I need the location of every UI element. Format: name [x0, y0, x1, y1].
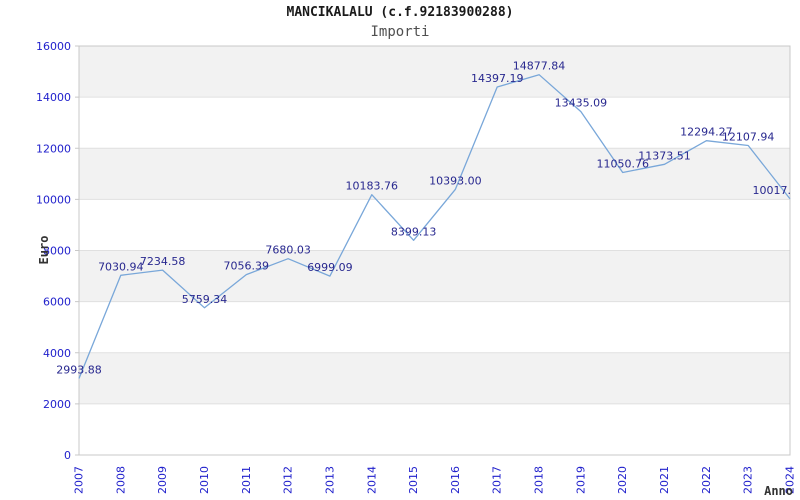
y-tick-label: 10000 — [36, 193, 71, 206]
point-label: 2993.88 — [56, 363, 102, 376]
point-label: 10393.00 — [429, 174, 482, 187]
x-tick-label: 2009 — [156, 466, 169, 494]
x-tick-label: 2011 — [240, 466, 253, 494]
y-tick-label: 4000 — [43, 347, 71, 360]
plot-band — [79, 46, 790, 98]
plot-band — [79, 250, 790, 302]
point-label: 5759.34 — [182, 293, 228, 306]
point-label: 12107.94 — [722, 130, 775, 143]
x-tick-label: 2015 — [407, 466, 420, 494]
point-label: 6999.09 — [307, 261, 353, 274]
y-tick-label: 14000 — [36, 91, 71, 104]
y-tick-label: 0 — [64, 449, 71, 462]
x-axis-title: Anno — [764, 484, 793, 498]
point-label: 10017. — [753, 184, 792, 197]
x-tick-label: 2018 — [533, 466, 546, 494]
x-tick-label: 2007 — [73, 466, 86, 494]
point-label: 12294.27 — [680, 126, 733, 139]
x-tick-label: 2010 — [198, 466, 211, 494]
x-tick-label: 2020 — [616, 466, 629, 494]
y-tick-label: 6000 — [43, 296, 71, 309]
point-label: 7056.39 — [224, 260, 270, 273]
x-tick-label: 2014 — [365, 466, 378, 494]
plot-border — [78, 45, 791, 456]
y-axis-title: Euro — [37, 236, 51, 265]
x-tick-label: 2012 — [282, 466, 295, 494]
point-label: 10183.76 — [346, 180, 399, 193]
y-tick-label: 12000 — [36, 142, 71, 155]
x-tick-label: 2022 — [700, 466, 713, 494]
point-label: 13435.09 — [555, 97, 608, 110]
y-tick-label: 16000 — [36, 40, 71, 53]
point-label: 14397.19 — [471, 72, 524, 85]
x-tick-label: 2019 — [574, 466, 587, 494]
point-label: 7234.58 — [140, 255, 186, 268]
x-tick-label: 2008 — [114, 466, 127, 494]
plot-band — [79, 352, 790, 404]
x-tick-label: 2023 — [742, 466, 755, 494]
x-tick-label: 2021 — [658, 466, 671, 494]
point-label: 11050.76 — [596, 158, 649, 171]
point-label: 14877.84 — [513, 60, 566, 73]
point-label: 7680.03 — [265, 244, 311, 257]
y-tick-label: 2000 — [43, 398, 71, 411]
chart-title: MANCIKALALU (c.f.92183900288) — [286, 5, 514, 20]
point-label: 11373.51 — [638, 149, 691, 162]
y-tick-label: 8000 — [43, 245, 71, 258]
chart-subtitle: Importi — [370, 24, 430, 40]
data-line — [78, 74, 791, 379]
x-tick-label: 2016 — [449, 466, 462, 494]
x-tick-label: 2017 — [491, 466, 504, 494]
point-label: 7030.94 — [98, 260, 144, 273]
plot-band — [79, 148, 790, 200]
point-label: 8399.13 — [391, 225, 437, 238]
x-tick-label: 2013 — [323, 466, 336, 494]
x-tick-label: 2024 — [784, 466, 797, 494]
